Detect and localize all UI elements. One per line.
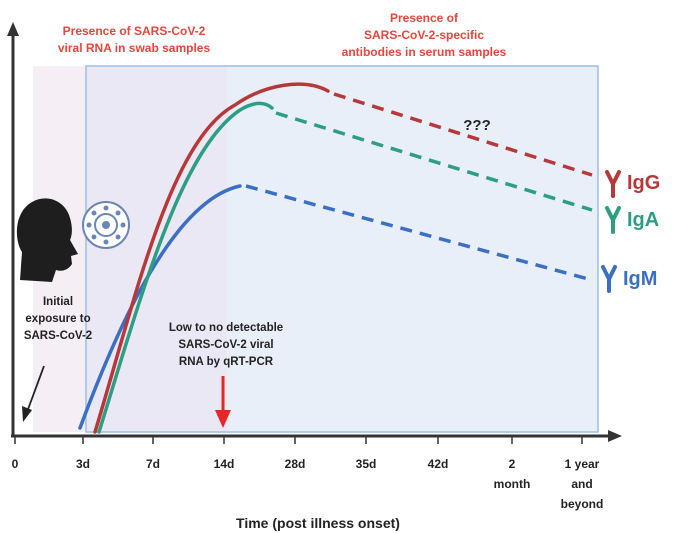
- x-tick-marks: [14, 436, 583, 444]
- iga-dashed-decline: [275, 111, 593, 212]
- x-tick-label: 0: [12, 457, 19, 471]
- igg-label: IgG: [627, 172, 660, 194]
- x-tick-label: 1 year: [565, 457, 600, 471]
- x-tick-label: 42d: [428, 457, 449, 471]
- x-tick-labels: 0 3d 7d 14d 28d 35d 42d 2 month 1 year a…: [12, 457, 604, 511]
- y-axis-arrowhead: [7, 22, 19, 36]
- iga-solid-curve: [97, 101, 274, 434]
- coronavirus-icon: [82, 201, 130, 249]
- serum-annotation-line: antibodies in serum samples: [342, 45, 507, 59]
- x-tick-label: beyond: [561, 497, 604, 511]
- antibody-y-icon: [601, 265, 617, 293]
- unknown-marker: ???: [463, 117, 491, 134]
- exposure-annotation-line: exposure to: [25, 313, 90, 325]
- antibody-legend-igg: IgG: [605, 170, 660, 198]
- exposure-arrowhead: [22, 406, 32, 422]
- antibody-y-icon: [605, 170, 621, 198]
- rna-annotation-line: Low to no detectable: [169, 322, 283, 334]
- antibody-y-icon: [605, 206, 621, 234]
- rna-annotation-line: SARS-CoV-2 viral: [178, 339, 273, 351]
- swab-annotation-line: viral RNA in swab samples: [58, 41, 211, 55]
- x-tick-label: 35d: [356, 457, 377, 471]
- serum-annotation-line: Presence of: [390, 11, 459, 25]
- x-tick-label: 14d: [214, 457, 235, 471]
- exposure-annotation-line: SARS-CoV-2: [24, 330, 92, 342]
- rna-annotation-line: RNA by qRT-PCR: [179, 356, 274, 368]
- x-tick-label: 3d: [76, 457, 90, 471]
- rna-red-arrowhead: [215, 410, 231, 428]
- x-tick-label: 7d: [146, 457, 160, 471]
- x-axis-title: Time (post illness onset): [236, 515, 400, 531]
- x-tick-label: month: [494, 477, 531, 491]
- igm-label: IgM: [623, 268, 657, 290]
- exposure-arrow-shaft: [26, 365, 45, 413]
- antibody-legend-iga: IgA: [605, 206, 659, 234]
- x-tick-label: 28d: [285, 457, 306, 471]
- serum-annotation-line: SARS-CoV-2-specific: [364, 28, 484, 42]
- exposure-annotation-line: Initial: [43, 296, 73, 308]
- igg-dashed-decline: [333, 92, 593, 177]
- swab-annotation-line: Presence of SARS-CoV-2: [63, 24, 206, 38]
- antibody-legend-igm: IgM: [601, 265, 657, 293]
- x-tick-label: and: [571, 477, 592, 491]
- iga-label: IgA: [627, 209, 659, 231]
- human-head-silhouette-icon: [16, 198, 79, 282]
- x-axis-arrowhead: [608, 430, 622, 442]
- igg-solid-curve: [93, 82, 330, 434]
- x-tick-label: 2: [509, 457, 516, 471]
